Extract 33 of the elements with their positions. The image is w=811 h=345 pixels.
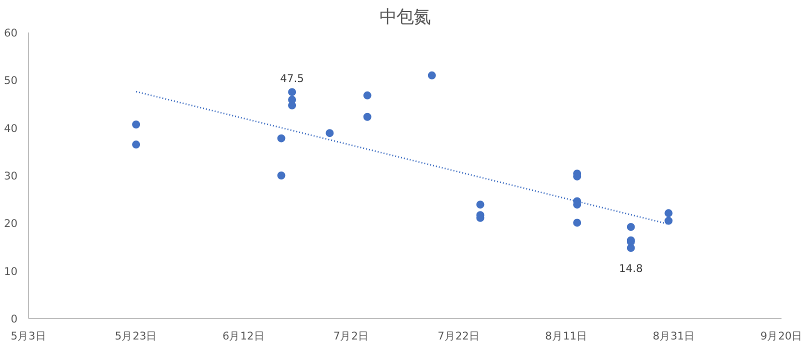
x-tick-label: 9月20日 [760,330,803,342]
point [277,172,286,180]
x-tick-label: 7月2日 [333,330,369,342]
x-tick-label: 5月3日 [10,330,46,342]
point [363,91,372,100]
chart-title: 中包氮 [380,8,430,28]
point [476,200,484,209]
point [626,244,635,252]
point [132,120,140,128]
y-tick-label: 30 [4,170,18,182]
point [363,112,372,121]
data-label: 14.8 [619,262,643,275]
y-tick-label: 0 [10,312,18,326]
y-tick-label: 50 [4,74,18,88]
x-tick-label: 6月12日 [222,330,265,342]
point [573,218,582,227]
y-tick-label: 10 [4,264,18,278]
x-tick-label: 8月11日 [545,330,588,342]
point [428,71,436,80]
point [664,216,673,225]
point [288,88,296,96]
y-tick-label: 60 [4,26,18,40]
x-tick-label: 8月31日 [652,330,696,342]
y-tick-label: 40 [4,122,18,135]
point [326,129,334,138]
point [664,209,673,218]
y-tick-label: 20 [4,217,18,230]
point [132,140,140,149]
x-tick-label: 5月23日 [114,330,158,342]
point [277,134,286,142]
data-label: 47.5 [280,72,304,86]
point [626,222,635,231]
x-tick-label: 7月22日 [438,330,480,342]
